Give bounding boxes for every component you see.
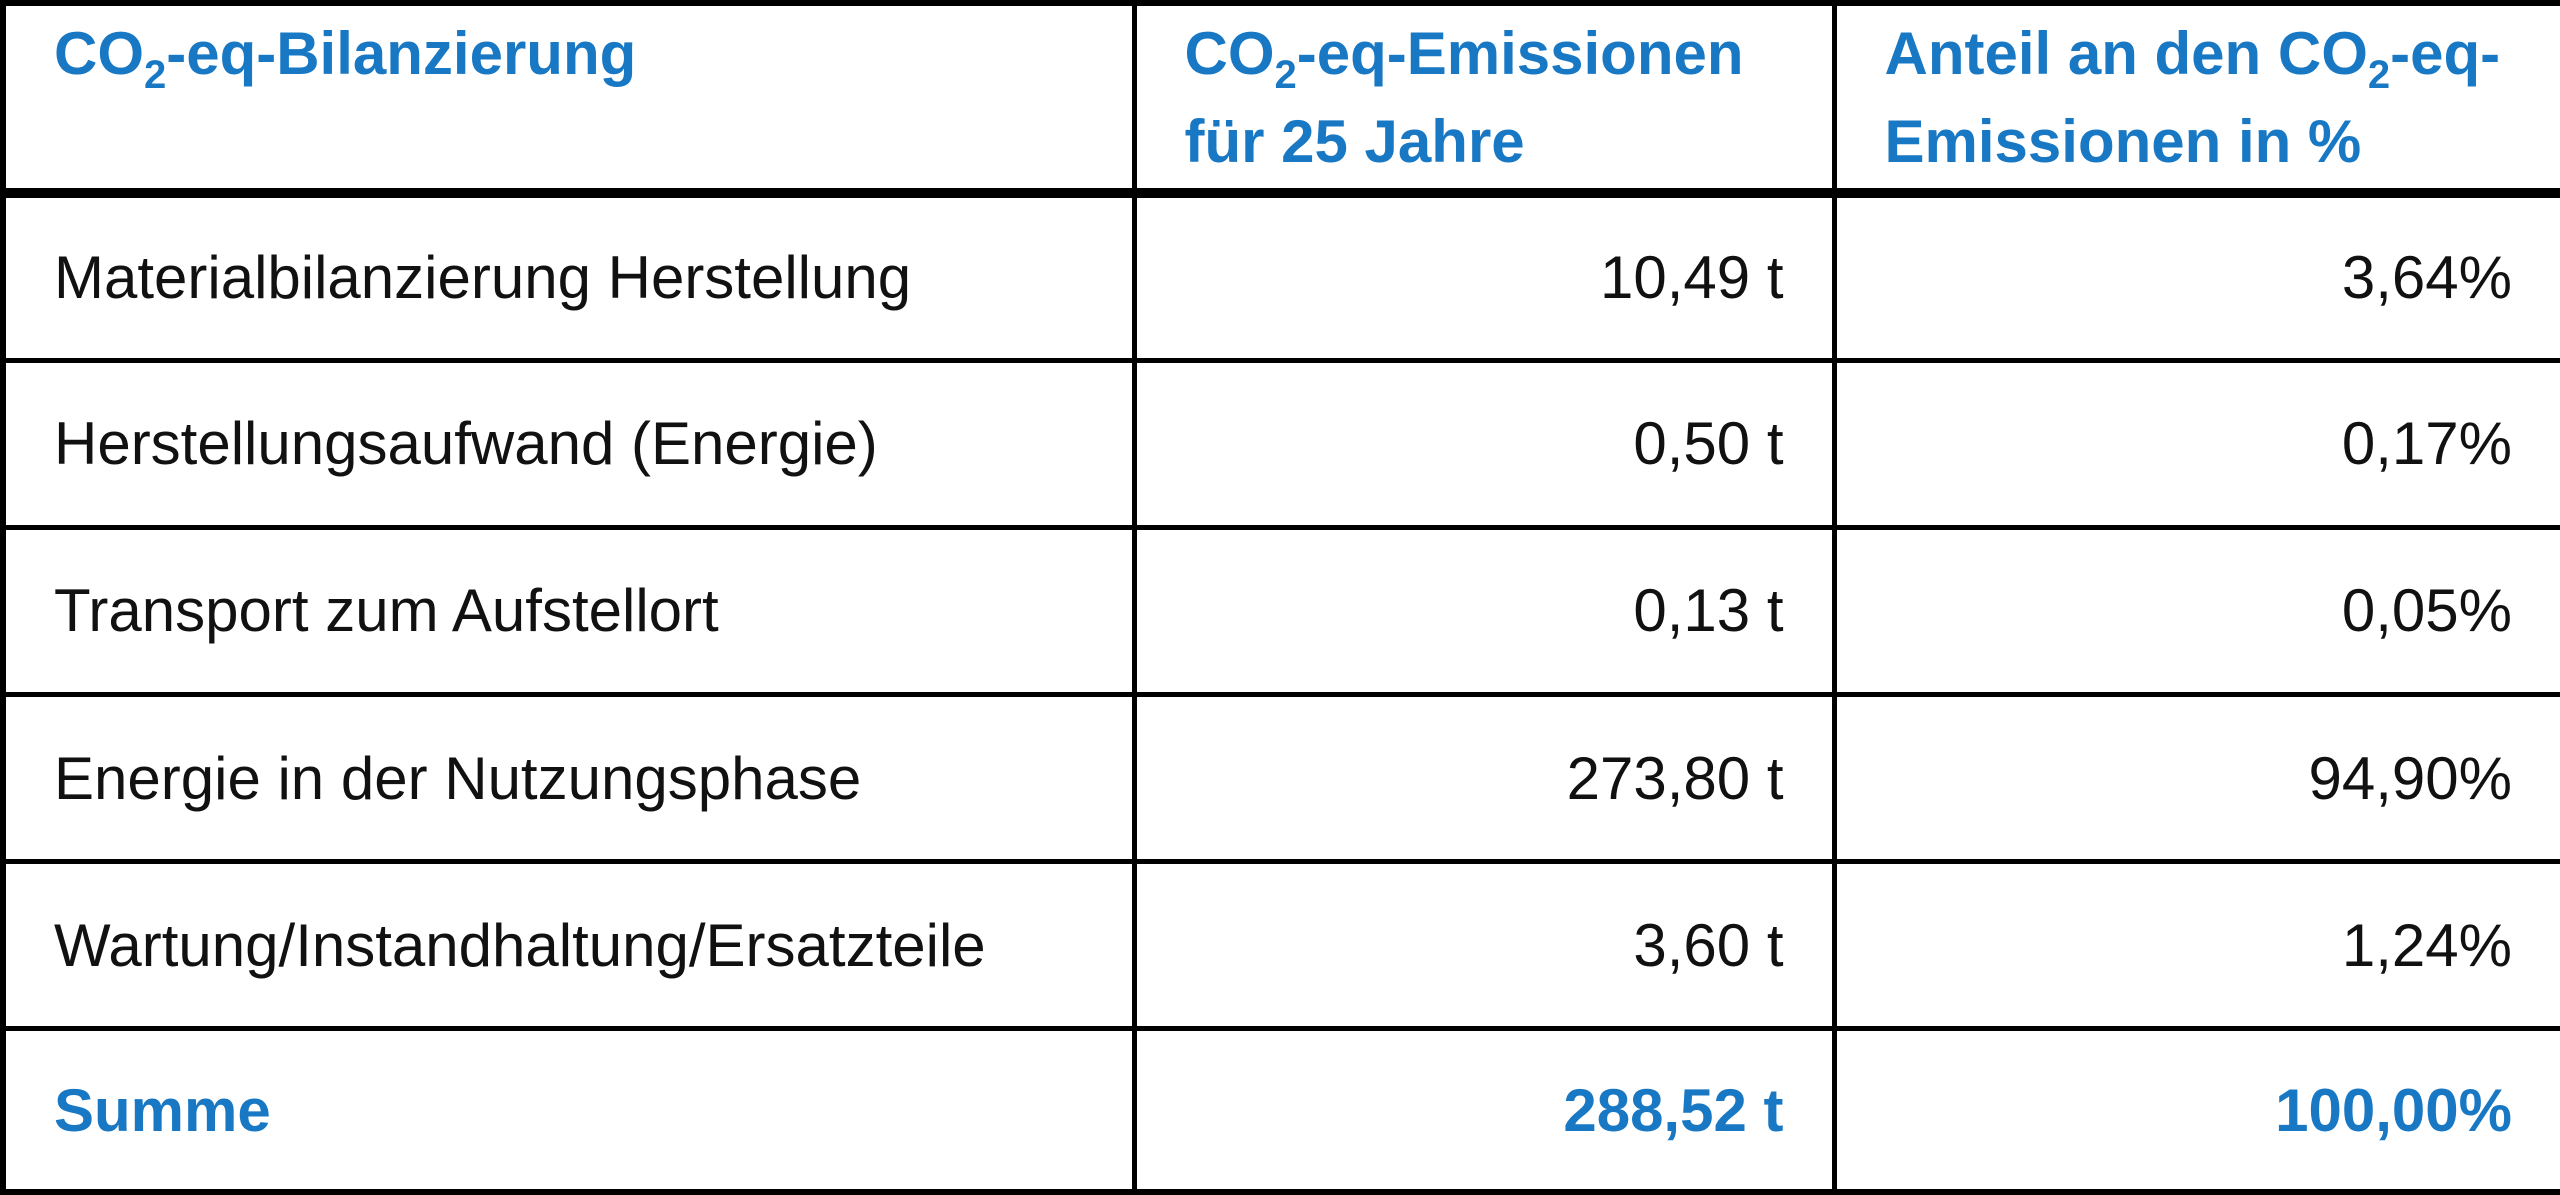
row-label: Energie in der Nutzungsphase [0,692,1137,865]
row-emissions: 0,50 t [1131,357,1837,530]
row-emissions: 0,13 t [1131,524,1837,698]
row-share: 0,17% [1831,357,2560,530]
header-balance: CO2-eq-Bilanzierung [0,0,1137,199]
total-emissions: 288,52 t [1131,1026,1837,1195]
table-row: Wartung/Instandhaltung/Ersatzteile 3,60 … [0,859,2560,1032]
row-share: 3,64% [1831,190,2560,363]
header-emissions: CO2-eq-Emissionen für 25 Jahre [1131,0,1837,199]
row-label: Transport zum Aufstellort [0,524,1137,698]
row-share: 0,05% [1831,524,2560,698]
row-label: Materialbilanzierung Herstellung [0,190,1137,363]
row-share: 94,90% [1831,692,2560,865]
row-emissions: 10,49 t [1131,190,1837,363]
row-share: 1,24% [1831,859,2560,1032]
total-share: 100,00% [1831,1026,2560,1195]
row-label: Herstellungsaufwand (Energie) [0,357,1137,530]
row-label: Wartung/Instandhaltung/Ersatzteile [0,859,1137,1032]
total-label: Summe [0,1026,1137,1195]
header-share: Anteil an den CO2-eq- Emissionen in % [1831,0,2560,199]
table-total-row: Summe 288,52 t 100,00% [0,1026,2560,1195]
table-row: Materialbilanzierung Herstellung 10,49 t… [0,190,2560,363]
table-header-row: CO2-eq-Bilanzierung CO2-eq-Emissionen für… [0,0,2560,199]
table-row: Transport zum Aufstellort 0,13 t 0,05% [0,524,2560,698]
table-row: Herstellungsaufwand (Energie) 0,50 t 0,1… [0,357,2560,530]
row-emissions: 3,60 t [1131,859,1837,1032]
row-emissions: 273,80 t [1131,692,1837,865]
table-row: Energie in der Nutzungsphase 273,80 t 94… [0,692,2560,865]
